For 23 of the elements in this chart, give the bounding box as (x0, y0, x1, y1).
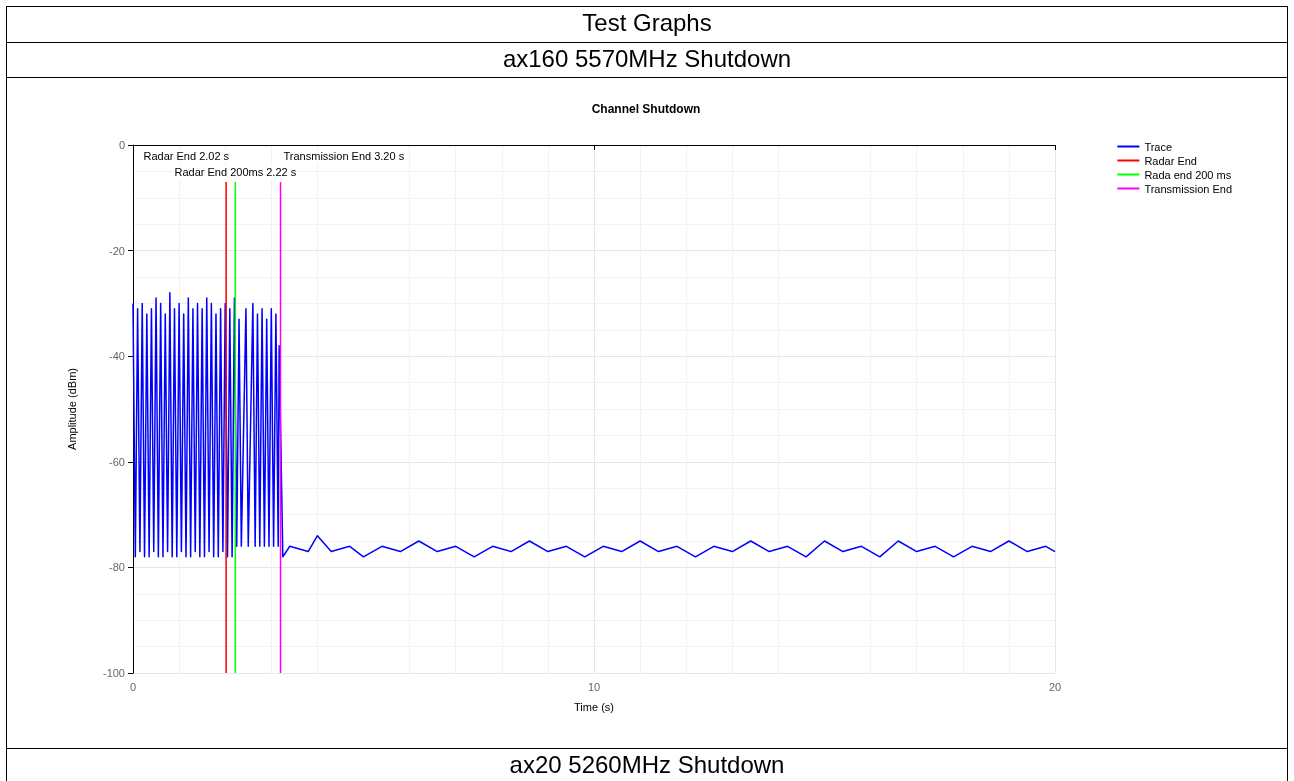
y-tick-label: -20 (109, 244, 125, 257)
y-tick-label: -60 (109, 455, 125, 468)
annotation: Radar End 2.02 s (143, 150, 230, 163)
x-axis-title: Time (s) (574, 700, 614, 713)
y-axis-title: Amplitude (dBm) (65, 368, 78, 450)
legend-label: Transmission End (1144, 182, 1232, 195)
legend-label: Radar End (1144, 154, 1197, 167)
x-tick-label: 20 (1048, 680, 1062, 693)
legend-label: Rada end 200 ms (1144, 168, 1232, 181)
legend-label: Trace (1144, 140, 1173, 153)
y-tick-label: -80 (109, 561, 125, 574)
annotation: Transmission End 3.20 s (283, 150, 405, 163)
y-tick-label: -100 (102, 667, 125, 679)
annotation: Radar End 200ms 2.22 s (174, 166, 297, 179)
text: ax160 5570MHz Shutdown (7, 43, 1287, 78)
text: Test Graphs (7, 7, 1287, 43)
x-tick-label: 10 (587, 680, 601, 693)
y-tick-label: -40 (109, 350, 125, 363)
text: ax20 5260MHz Shutdown (508, 750, 786, 780)
y-tick-label: 0 (118, 139, 125, 151)
chart-title: Channel Shutdown (591, 102, 701, 116)
x-tick-label: 0 (129, 680, 137, 693)
line-series (132, 292, 1056, 558)
